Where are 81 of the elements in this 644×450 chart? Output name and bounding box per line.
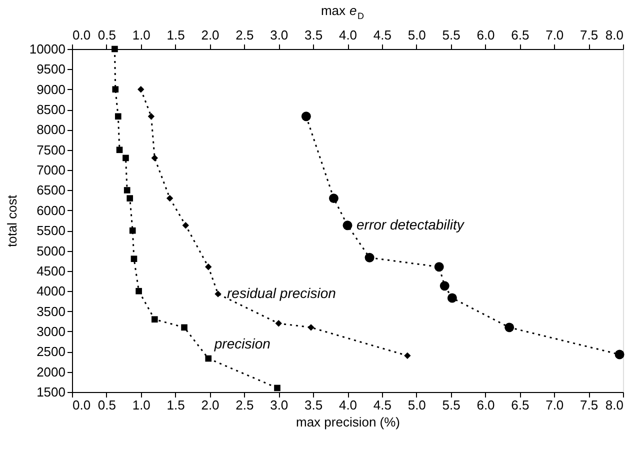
point [166, 194, 174, 202]
y-tick-label: 9000 [36, 82, 66, 97]
y-tick-label: 3000 [36, 324, 66, 339]
y-tick-label: 4000 [36, 284, 66, 299]
x2-tick-label: 8.0 [605, 28, 624, 42]
point [404, 352, 411, 360]
x2-tick-label: 2.0 [201, 28, 220, 42]
x-tick-label: 5.5 [442, 398, 460, 412]
point [308, 324, 314, 331]
y-tick-label: 7500 [36, 142, 66, 158]
x2-tick-label: 1.0 [132, 28, 150, 42]
x2-tick-label: 1.5 [166, 28, 185, 42]
x2-tick-label: 0.5 [98, 28, 116, 42]
point [151, 316, 158, 323]
point [112, 46, 118, 52]
series-label: error detectability [356, 216, 465, 232]
x-tick-label: 8.0 [605, 398, 624, 412]
x-tick-label: 2.0 [201, 398, 220, 412]
x-tick-label: 4.5 [373, 398, 392, 412]
x-tick-label: 2.5 [236, 398, 254, 412]
x2-tick-label: 5.5 [442, 28, 460, 42]
point [129, 227, 136, 234]
point [112, 86, 119, 93]
x-tick-label: 3.0 [270, 398, 288, 412]
y-tick-label: 5000 [36, 243, 66, 258]
x-tick-label: 0.5 [98, 398, 116, 412]
x2-tick-label: 6.0 [476, 28, 495, 42]
point [124, 187, 130, 194]
series-label: precision [213, 336, 271, 352]
x2-tick-label: 0.0 [72, 28, 91, 42]
point [275, 320, 282, 327]
x-axis-title: max precision (%) [296, 414, 400, 430]
x-tick-label: 6.0 [476, 398, 495, 412]
point [126, 195, 134, 202]
x2-tick-label: 5.0 [408, 28, 426, 42]
y-tick-label: 8500 [36, 102, 66, 118]
y-tick-label: 7000 [36, 162, 66, 178]
point [136, 288, 142, 294]
point [138, 86, 144, 93]
x-tick-label: 1.0 [132, 398, 150, 412]
x-tick-label: 7.5 [580, 398, 598, 412]
x-tick-label: 6.5 [511, 398, 530, 412]
y-tick-label: 9500 [36, 62, 66, 77]
y-tick-label: 5500 [36, 223, 66, 238]
y-tick-label: 10000 [29, 42, 66, 56]
point [205, 355, 212, 362]
point [116, 146, 123, 154]
point [274, 384, 280, 392]
series-label: residual precision [227, 284, 336, 301]
y-tick-label: 6500 [36, 182, 66, 198]
y-tick-label: 2500 [36, 344, 66, 360]
x2-tick-label: 3.0 [270, 28, 288, 42]
x-tick-label: 4.0 [338, 398, 358, 412]
y-tick-label: 1500 [36, 384, 66, 400]
y-tick-label: 6000 [36, 202, 66, 218]
y-tick-label: 4500 [36, 263, 66, 278]
x2-tick-label: 7.5 [580, 28, 598, 42]
point [148, 113, 155, 120]
x-tick-label: 3.5 [304, 398, 323, 412]
x2-tick-label: 7.0 [546, 28, 564, 42]
point [151, 154, 158, 162]
point [182, 222, 189, 229]
point [130, 256, 138, 262]
x2-tick-label: 4.5 [373, 28, 392, 42]
x2-tick-label: 6.5 [511, 28, 530, 42]
point [114, 113, 122, 120]
point [205, 264, 212, 270]
x-tick-label: 0.0 [72, 398, 91, 412]
y-axis-title: total cost [4, 194, 20, 248]
point [214, 290, 222, 298]
x-tick-label: 7.0 [546, 398, 564, 412]
y-tick-label: 8000 [36, 122, 66, 138]
x2-tick-label: 2.5 [236, 28, 254, 42]
point [122, 154, 129, 162]
x2-tick-label: 3.5 [304, 28, 323, 42]
x-tick-label: 5.0 [408, 398, 426, 412]
y-tick-label: 2000 [36, 364, 66, 380]
point [181, 324, 188, 331]
x-tick-label: 1.5 [166, 398, 185, 412]
x2-tick-label: 4.0 [338, 28, 358, 42]
y-tick-label: 3500 [36, 304, 66, 319]
